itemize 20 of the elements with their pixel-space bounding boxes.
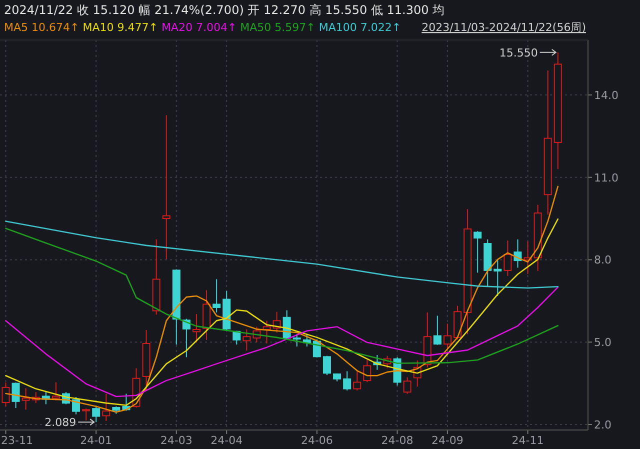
x-tick-label: 24-09 [431, 434, 464, 447]
annotation: 2.089 [44, 416, 95, 430]
x-tick-label: 24-03 [160, 434, 192, 447]
x-tick-label: 23-11 [1, 434, 33, 447]
x-tick-label: 24-08 [381, 434, 414, 447]
annotation: 15.550 [499, 46, 557, 60]
x-tick-label: 24-11 [512, 434, 544, 447]
x-tick-label: 24-01 [80, 434, 112, 447]
y-tick-label: 14.0 [594, 88, 618, 102]
annotation: 15.550 [499, 46, 538, 60]
y-tick-label: 2.0 [594, 418, 612, 432]
x-tick-label: 24-06 [300, 434, 333, 447]
legend: MA5 10.674↑ MA10 9.477↑ MA20 7.004↑ MA50 5.597↑ MA100 7.022↑ [4, 21, 402, 34]
y-tick-label: 5.0 [594, 336, 612, 350]
y-tick-label: 11.0 [594, 171, 618, 184]
annotation: 2.089 [44, 416, 76, 430]
chart-title: 2024/11/22 收 15.120 幅 21.74%(2.700) 开 12.270 高 15.550 低 11.300 均 [4, 3, 445, 17]
chart-subtitle: 2023/11/03-2024/11/22(56周) [422, 21, 586, 34]
y-tick-label: 8.0 [594, 254, 612, 267]
x-tick-label: 24-04 [210, 434, 243, 447]
